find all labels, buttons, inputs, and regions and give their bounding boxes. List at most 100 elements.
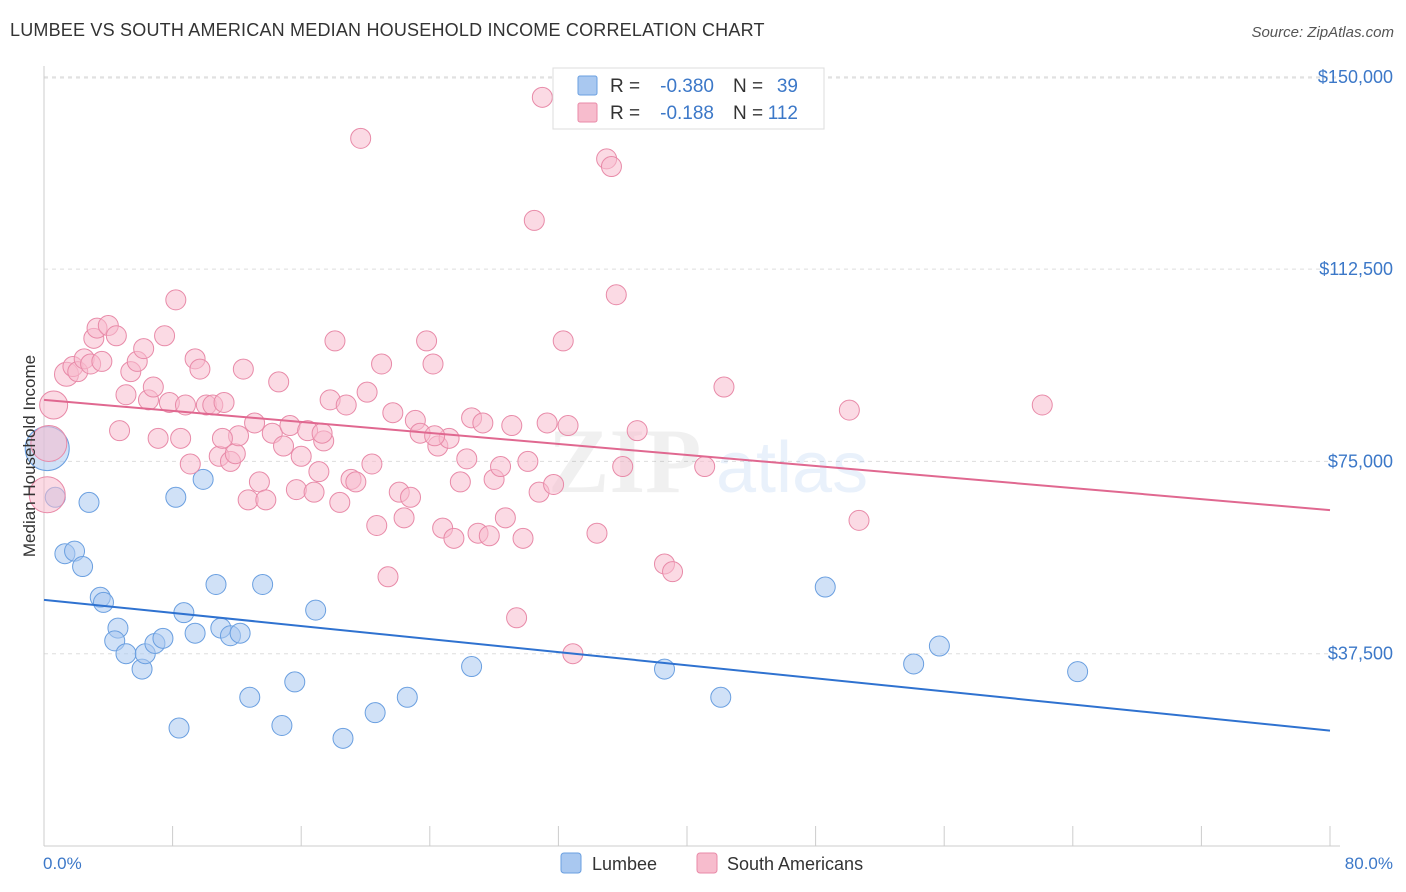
lumbee-point-18 (192, 468, 214, 490)
south-americans-point-86 (512, 527, 534, 549)
legend-r-value-lumbee: -0.380 (660, 76, 714, 97)
lumbee-point-31 (461, 656, 483, 678)
legend-box: R = -0.380 N = 39 R = -0.188 N = 112 (552, 67, 825, 130)
lumbee-point-10 (115, 643, 137, 665)
legend-swatch-south-americans (577, 102, 598, 123)
south-americans-point-76 (456, 448, 478, 470)
south-americans-point-13 (109, 420, 131, 442)
south-americans-point-87 (517, 450, 539, 472)
lumbee-point-35 (903, 653, 925, 675)
lumbee-point-33 (710, 686, 732, 708)
south-americans-point-39 (248, 471, 270, 493)
south-americans-point-2 (28, 476, 66, 514)
south-americans-point-1 (39, 390, 69, 420)
south-americans-point-98 (605, 284, 627, 306)
lumbee-point-29 (364, 702, 386, 724)
lumbee-point-25 (271, 714, 293, 736)
y-tick-label-1: $75,000 (1328, 451, 1393, 471)
lumbee-point-28 (332, 727, 354, 749)
lumbee-point-37 (1067, 661, 1089, 683)
south-americans-point-10 (91, 350, 113, 372)
legend-n-label-lumbee: N = (733, 76, 763, 97)
south-americans-point-48 (303, 481, 325, 503)
south-americans-point-56 (345, 471, 367, 493)
y-tick-label-0: $37,500 (1328, 644, 1393, 664)
south-americans-point-75 (449, 471, 471, 493)
bottom-legend-label-lumbee: Lumbee (592, 854, 657, 874)
legend-n-value-south-americans: 112 (768, 103, 798, 124)
south-americans-point-32 (213, 391, 235, 413)
south-americans-point-45 (285, 479, 307, 501)
south-americans-point-66 (400, 486, 422, 508)
y-axis-label: Median Household Income (20, 355, 39, 557)
south-americans-point-42 (268, 371, 290, 393)
south-americans-point-46 (290, 445, 312, 467)
south-americans-point-111 (424, 425, 446, 447)
south-americans-point-80 (478, 525, 500, 547)
x-tick-label-min: 0.0% (43, 854, 82, 873)
south-americans-trend-line (43, 398, 1331, 512)
lumbee-point-38 (168, 717, 190, 739)
lumbee-point-2 (78, 491, 100, 513)
lumbee-point-27 (305, 599, 327, 621)
south-americans-point-58 (356, 381, 378, 403)
south-americans-point-17 (133, 338, 155, 360)
legend-swatch-lumbee (577, 75, 598, 96)
south-americans-point-37 (237, 489, 259, 511)
south-americans-point-36 (232, 358, 254, 380)
south-americans-point-92 (543, 473, 565, 495)
south-americans-point-90 (531, 86, 553, 108)
south-americans-point-53 (329, 491, 351, 513)
south-americans-point-85 (506, 607, 528, 629)
south-americans-point-26 (179, 453, 201, 475)
south-americans-point-24 (170, 427, 192, 449)
south-americans-point-99 (612, 456, 634, 478)
lumbee-point-26 (284, 671, 306, 693)
south-americans-point-62 (377, 566, 399, 588)
south-americans-point-0 (30, 424, 68, 462)
south-americans-point-79 (472, 412, 494, 434)
south-americans-point-52 (324, 330, 346, 352)
south-americans-point-100 (626, 420, 648, 442)
legend-n-label-south-americans: N = (733, 103, 763, 124)
south-americans-point-20 (147, 427, 169, 449)
south-americans-point-106 (848, 509, 870, 531)
legend-r-value-south-americans: -0.188 (660, 103, 714, 124)
south-americans-point-23 (165, 289, 187, 311)
x-tick-label-max: 80.0% (1345, 854, 1393, 873)
chart-title: LUMBEE VS SOUTH AMERICAN MEDIAN HOUSEHOL… (10, 20, 765, 40)
south-americans-point-82 (490, 456, 512, 478)
lumbee-point-30 (396, 686, 418, 708)
south-americans-point-61 (371, 353, 393, 375)
lumbee-point-36 (928, 635, 950, 657)
south-americans-point-70 (422, 353, 444, 375)
south-americans-point-107 (1031, 394, 1053, 416)
south-americans-point-74 (443, 527, 465, 549)
south-americans-point-65 (393, 507, 415, 529)
bottom-legend: Lumbee South Americans (560, 852, 863, 874)
south-americans-point-103 (694, 456, 716, 478)
y-tick-labels: $37,500 $75,000 $112,500 $150,000 (1318, 67, 1393, 664)
south-americans-point-69 (416, 330, 438, 352)
bottom-legend-label-south-americans: South Americans (727, 854, 863, 874)
south-americans-point-57 (350, 127, 372, 149)
lumbee-point-19 (205, 573, 227, 595)
y-tick-label-2: $112,500 (1319, 259, 1393, 279)
south-americans-point-88 (523, 209, 545, 231)
bottom-legend-swatch-south-americans (696, 852, 718, 874)
south-americans-point-83 (494, 507, 516, 529)
south-americans-point-59 (361, 453, 383, 475)
lumbee-point-22 (229, 622, 251, 644)
south-americans-point-105 (838, 399, 860, 421)
south-americans-point-93 (552, 330, 574, 352)
south-americans-point-49 (308, 461, 330, 483)
south-americans-point-43 (273, 435, 295, 457)
lumbee-trend-line (43, 598, 1331, 732)
lumbee-point-24 (252, 573, 274, 595)
trend-lines (43, 398, 1331, 732)
bottom-legend-swatch-lumbee (560, 852, 582, 874)
south-americans-point-14 (115, 384, 137, 406)
south-americans-point-63 (382, 402, 404, 424)
south-americans-point-54 (335, 394, 357, 416)
